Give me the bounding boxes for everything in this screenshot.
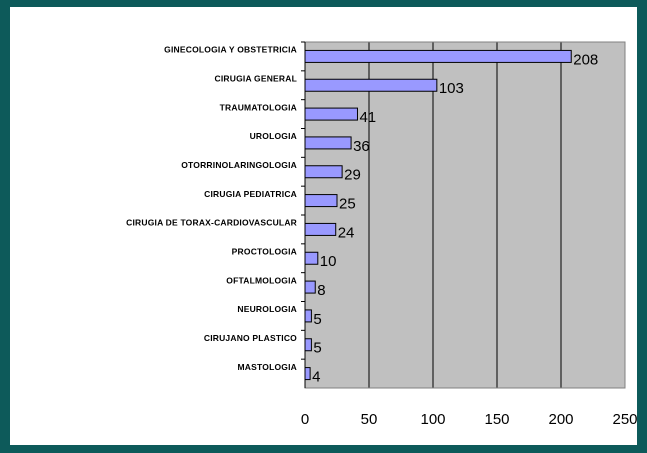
bar xyxy=(304,194,338,208)
y-tick-label: CIRUGIA PEDIATRICA xyxy=(204,189,297,199)
data-label: 103 xyxy=(439,80,464,97)
x-tick-label: 50 xyxy=(361,411,378,428)
bar xyxy=(304,165,343,179)
data-label: 24 xyxy=(338,224,355,241)
y-tick-label: CIRUGIA DE TORAX-CARDIOVASCULAR xyxy=(126,218,297,228)
data-label: 5 xyxy=(313,311,321,328)
bar xyxy=(304,107,358,121)
y-tick-label: PROCTOLOGIA xyxy=(232,247,297,257)
x-tick-label: 100 xyxy=(420,411,445,428)
y-tick-label: OTORRINOLARINGOLOGIA xyxy=(181,160,297,170)
data-label: 36 xyxy=(353,138,370,155)
x-tick-label: 150 xyxy=(484,411,509,428)
bar xyxy=(304,222,337,236)
y-tick-label: MASTOLOGIA xyxy=(238,362,297,372)
data-label: 10 xyxy=(320,253,337,270)
data-label: 5 xyxy=(313,340,321,357)
x-tick-label: 200 xyxy=(548,411,573,428)
x-tick-label: 250 xyxy=(612,411,637,428)
x-tick-label: 0 xyxy=(301,411,309,428)
y-tick-label: NEUROLOGIA xyxy=(237,304,297,314)
y-tick-label: GINECOLOGIA Y OBSTETRICIA xyxy=(164,45,297,55)
bar xyxy=(304,251,319,265)
data-label: 4 xyxy=(312,369,320,386)
data-label: 25 xyxy=(339,196,356,213)
data-label: 8 xyxy=(317,282,325,299)
y-tick-label: CIRUGIA GENERAL xyxy=(215,74,298,84)
bar xyxy=(304,338,312,352)
y-tick-label: OFTALMOLOGIA xyxy=(226,275,297,285)
bar xyxy=(304,136,352,150)
plot-area xyxy=(305,42,625,388)
bar xyxy=(304,78,438,92)
bar xyxy=(304,309,312,323)
bar xyxy=(304,280,316,294)
y-tick-label: UROLOGIA xyxy=(250,131,297,141)
data-label: 29 xyxy=(344,167,361,184)
bar xyxy=(304,367,311,381)
data-label: 41 xyxy=(359,109,376,126)
y-tick-label: CIRUJANO PLASTICO xyxy=(204,333,297,343)
bar xyxy=(304,49,572,63)
data-label: 208 xyxy=(573,51,598,68)
y-tick-label: TRAUMATOLOGIA xyxy=(220,102,297,112)
